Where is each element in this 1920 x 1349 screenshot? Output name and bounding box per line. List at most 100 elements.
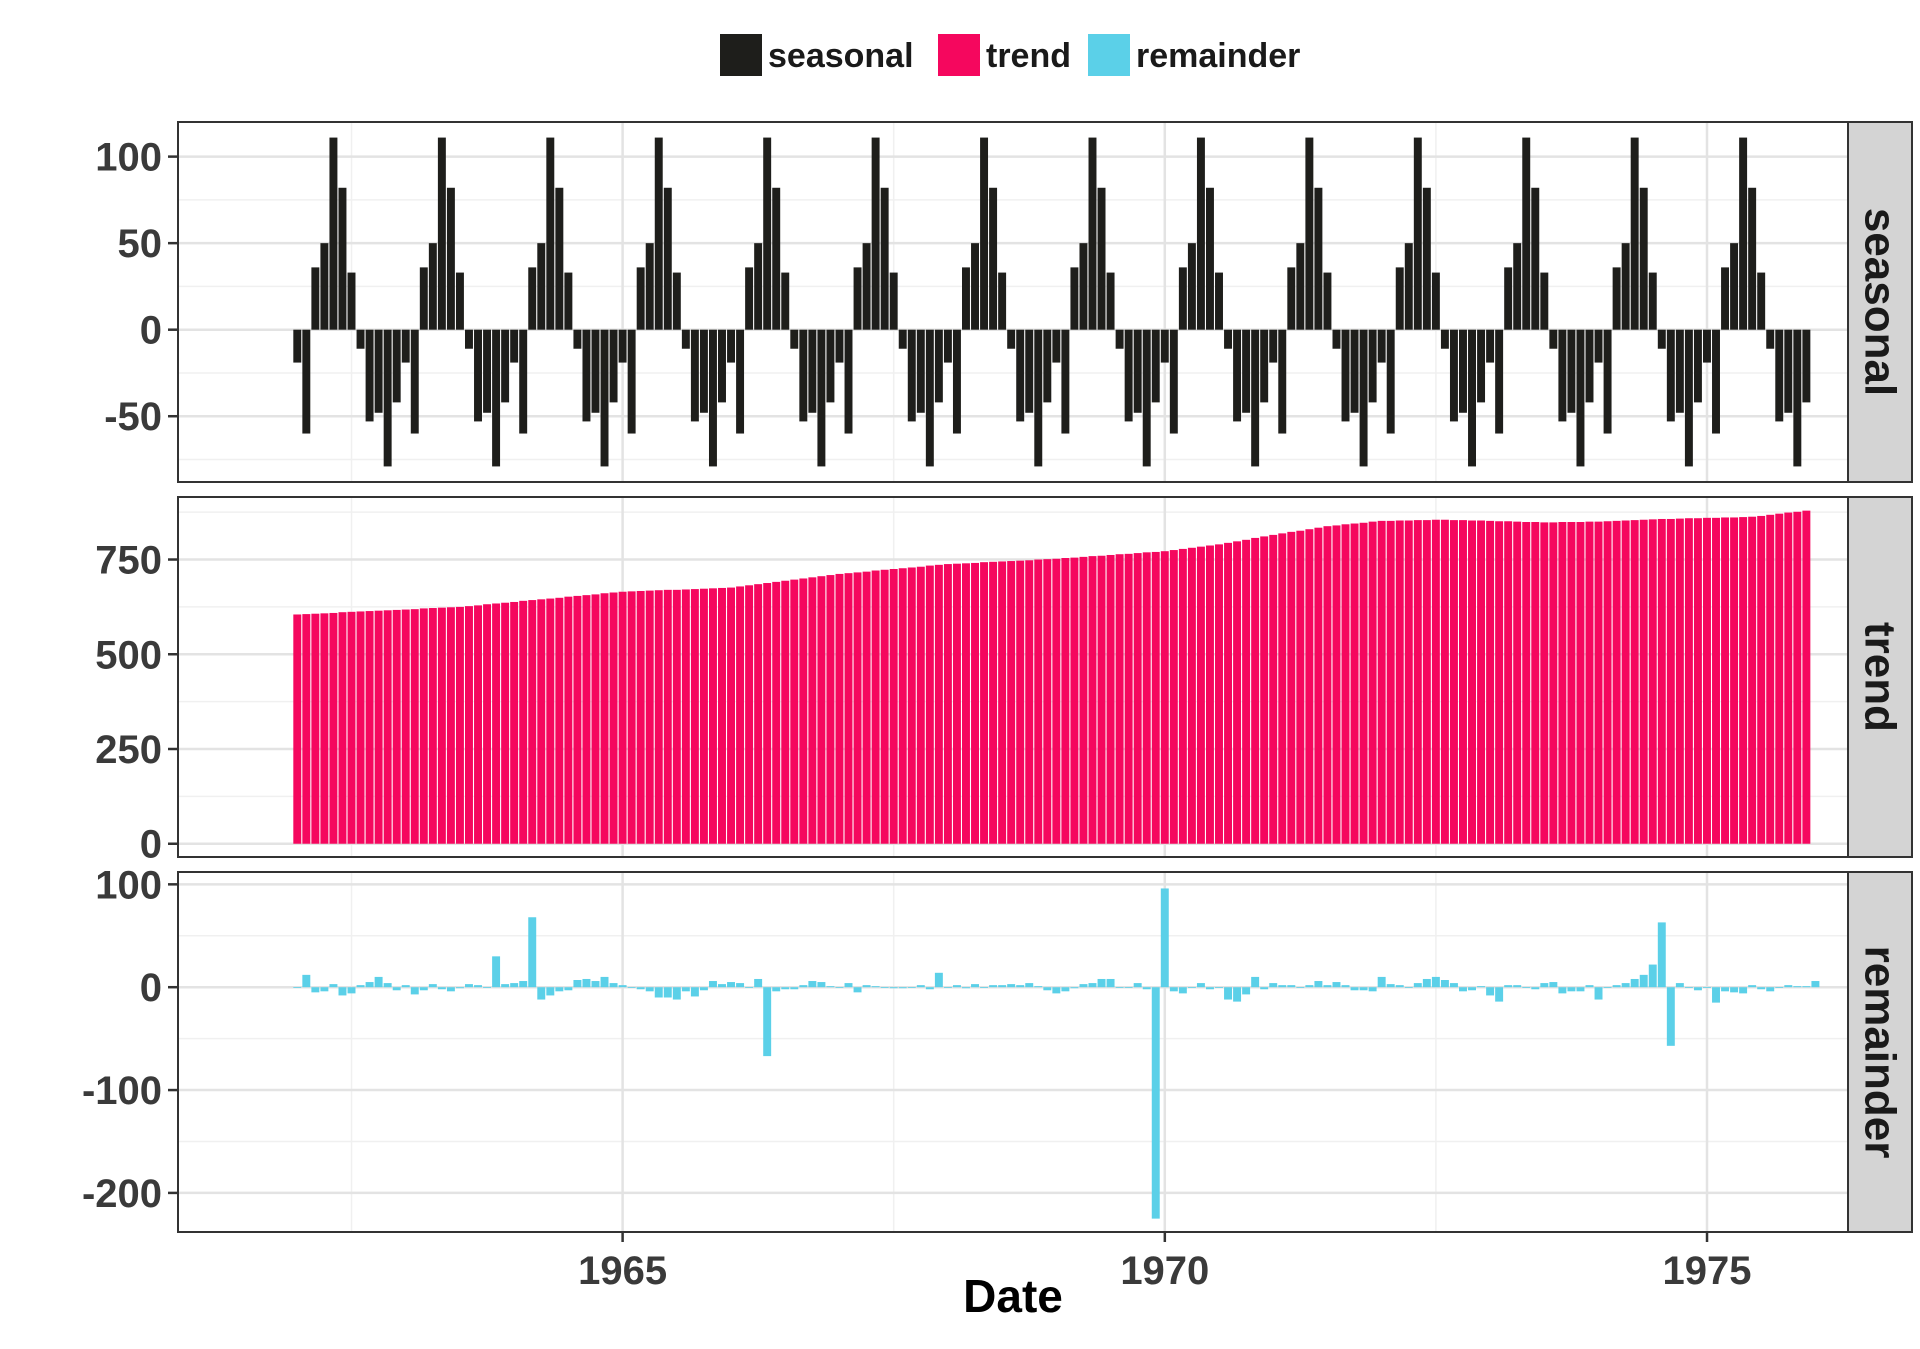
bar — [1142, 329, 1151, 467]
bar — [1142, 552, 1151, 844]
bar — [311, 267, 320, 330]
bar — [934, 564, 943, 844]
bar — [1748, 516, 1757, 844]
bar — [302, 614, 311, 844]
bar — [1034, 329, 1043, 467]
bar — [1431, 976, 1440, 988]
bar — [1070, 267, 1079, 330]
bar — [1775, 513, 1784, 844]
bar — [980, 562, 989, 844]
bar — [1106, 978, 1115, 988]
bar — [1386, 520, 1395, 844]
bar — [1413, 983, 1422, 988]
bar — [1251, 329, 1260, 467]
bar — [437, 987, 446, 990]
bar — [528, 267, 537, 330]
bar — [1449, 520, 1458, 844]
bar — [636, 267, 645, 330]
bar — [1007, 329, 1016, 349]
bar — [1504, 521, 1513, 844]
bar — [654, 137, 663, 330]
bar — [1486, 520, 1495, 844]
bar — [627, 591, 636, 844]
bar — [1151, 551, 1160, 844]
bar — [1287, 985, 1296, 988]
bar — [781, 580, 790, 844]
bar — [916, 985, 925, 988]
bar — [510, 601, 519, 844]
bar — [1242, 987, 1251, 995]
bar — [600, 593, 609, 844]
bar — [1305, 137, 1314, 330]
bar — [392, 609, 401, 844]
bar — [943, 987, 952, 988]
bar — [1540, 983, 1549, 988]
bar — [1205, 545, 1214, 844]
bar — [817, 576, 826, 844]
bar — [1025, 560, 1034, 844]
bar — [618, 985, 627, 988]
bar — [1422, 978, 1431, 988]
bar — [492, 603, 501, 844]
bar — [672, 589, 681, 844]
bar — [1513, 243, 1522, 330]
bar — [745, 267, 754, 330]
bar — [980, 137, 989, 330]
bar — [718, 587, 726, 844]
bar — [1278, 533, 1287, 844]
bar — [365, 329, 374, 422]
bar — [1459, 520, 1467, 844]
bar — [1287, 531, 1296, 844]
bar — [1666, 329, 1675, 422]
bar — [952, 329, 961, 434]
bar — [1702, 517, 1711, 844]
bar — [880, 569, 889, 844]
bar — [1224, 329, 1233, 349]
bar — [573, 595, 582, 844]
bar — [455, 272, 464, 330]
bar — [1603, 329, 1612, 434]
bar — [835, 573, 844, 844]
bar — [1278, 985, 1287, 988]
bar — [871, 137, 880, 330]
bar — [519, 981, 528, 988]
bar — [374, 329, 383, 413]
bar — [329, 984, 338, 988]
bar — [1350, 523, 1359, 844]
bar — [1495, 521, 1504, 844]
bar — [1513, 521, 1522, 844]
y-tick-label: -100 — [82, 1069, 162, 1113]
bar — [1296, 987, 1305, 988]
bar — [365, 611, 374, 844]
bar — [1440, 980, 1449, 988]
y-tick-label: 500 — [95, 633, 162, 677]
bar — [871, 986, 880, 988]
bar — [546, 987, 555, 996]
bar — [1088, 556, 1097, 844]
bar — [446, 187, 455, 330]
bar — [474, 605, 482, 844]
y-tick-label: 0 — [140, 309, 162, 353]
bar — [1178, 267, 1187, 330]
bar — [410, 987, 419, 995]
bar — [645, 987, 654, 992]
bar — [1368, 329, 1377, 403]
bar — [1305, 985, 1314, 988]
legend-item-remainder: remainder — [1088, 34, 1300, 76]
panel-background — [178, 122, 1848, 482]
bar — [1124, 987, 1133, 988]
bar — [1549, 329, 1558, 349]
bar — [1151, 987, 1160, 1219]
bar — [1088, 983, 1097, 988]
bar — [410, 329, 419, 434]
bar — [383, 983, 392, 988]
bar — [925, 987, 934, 990]
bar — [826, 329, 835, 403]
bar — [871, 570, 880, 844]
y-tick-label: -50 — [104, 395, 162, 439]
bar — [1377, 520, 1386, 844]
bar — [1440, 519, 1449, 844]
bar — [446, 987, 455, 992]
bar — [1712, 517, 1720, 844]
bar — [952, 563, 961, 844]
